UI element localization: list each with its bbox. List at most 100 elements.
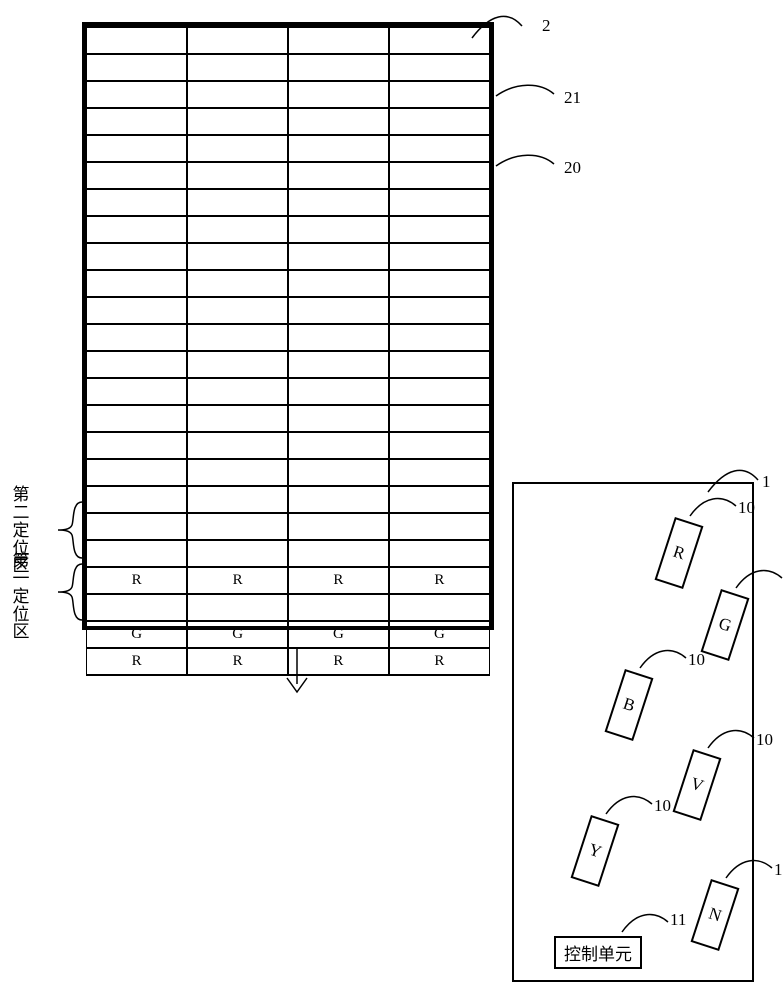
grid-cell [288, 540, 389, 567]
grid-cell [87, 81, 188, 108]
diagram-page: RRRRGGGGRRRR 第二 定位区 第一 定位区 2 21 20 RGBVY… [0, 0, 783, 1000]
ref-10: 10 [756, 730, 773, 750]
grid-cell [187, 243, 288, 270]
grid-cell [187, 162, 288, 189]
leader-21-icon [496, 82, 566, 112]
grid-cell [187, 432, 288, 459]
grid-cell [389, 351, 490, 378]
grid-cell [288, 459, 389, 486]
grid-cell [288, 54, 389, 81]
die-b: B [605, 669, 654, 741]
grid-cell [288, 378, 389, 405]
grid-cell: G [389, 621, 490, 648]
grid-cell: G [187, 621, 288, 648]
grid-cell [87, 54, 188, 81]
grid-cell [288, 270, 389, 297]
grid-panel: RRRRGGGGRRRR [82, 22, 494, 630]
leader-2-icon [460, 8, 540, 48]
grid-cell [389, 189, 490, 216]
grid-cell [288, 81, 389, 108]
grid-cell [87, 135, 188, 162]
grid-cell: R [87, 648, 188, 675]
grid-cell [288, 432, 389, 459]
grid-cell [288, 108, 389, 135]
grid-cell [187, 486, 288, 513]
grid-cell [389, 405, 490, 432]
grid-cell [187, 594, 288, 621]
grid-cell [389, 432, 490, 459]
grid-cell [288, 243, 389, 270]
grid-cell [187, 405, 288, 432]
grid-cell [389, 243, 490, 270]
grid-cell [389, 54, 490, 81]
grid-cell [87, 27, 188, 54]
brace-zone1-icon [54, 562, 82, 622]
grid-cell [87, 378, 188, 405]
grid-cell [389, 81, 490, 108]
grid-cell [389, 459, 490, 486]
leader-20-icon [496, 152, 566, 182]
grid-cell [389, 513, 490, 540]
grid-cell [389, 594, 490, 621]
grid-cell [187, 189, 288, 216]
grid-cell [87, 270, 188, 297]
grid-cell [187, 513, 288, 540]
arrow-down-icon [282, 648, 312, 696]
grid-cell [87, 351, 188, 378]
grid-cell: R [187, 567, 288, 594]
die-n: N [691, 879, 740, 951]
ref-20: 20 [564, 158, 581, 178]
grid-cell [288, 27, 389, 54]
grid-cell [187, 297, 288, 324]
grid-cell [187, 216, 288, 243]
grid-cell [87, 405, 188, 432]
grid-cell: R [187, 648, 288, 675]
grid-cell [87, 243, 188, 270]
grid-cell [87, 432, 188, 459]
grid-cell [288, 297, 389, 324]
grid-cell [288, 594, 389, 621]
grid-cell [187, 81, 288, 108]
grid-cell [187, 540, 288, 567]
die-r: R [655, 517, 704, 589]
grid-cell [389, 270, 490, 297]
brace-zone2-icon [54, 500, 82, 560]
grid-cell [187, 54, 288, 81]
ref-10: 10 [738, 498, 755, 518]
grid-cell [87, 486, 188, 513]
grid-cell [87, 189, 188, 216]
ref-10: 10 [654, 796, 671, 816]
grid-cell [389, 378, 490, 405]
grid-cell [187, 459, 288, 486]
grid-cell: G [288, 621, 389, 648]
grid-cell [187, 324, 288, 351]
grid-cell [87, 513, 188, 540]
grid-cell [389, 540, 490, 567]
grid-cell [187, 270, 288, 297]
grid-cell [187, 135, 288, 162]
grid-cell [389, 216, 490, 243]
grid-cell: R [288, 567, 389, 594]
grid-cell: G [87, 621, 188, 648]
label-zone1: 第一 定位区 [12, 552, 30, 641]
grid-cell [87, 540, 188, 567]
grid-cell [187, 378, 288, 405]
grid-cell [187, 108, 288, 135]
grid-cell [187, 27, 288, 54]
grid-table: RRRRGGGGRRRR [86, 26, 490, 676]
grid-cell [87, 324, 188, 351]
ref-10: 10 [774, 860, 783, 880]
grid-cell: R [87, 567, 188, 594]
grid-cell [87, 162, 188, 189]
grid-cell [288, 405, 389, 432]
grid-cell [389, 297, 490, 324]
grid-cell [389, 324, 490, 351]
grid-cell [288, 324, 389, 351]
ref-2: 2 [542, 16, 551, 36]
grid-cell [87, 459, 188, 486]
grid-cell [288, 513, 389, 540]
grid-cell [389, 162, 490, 189]
grid-cell [87, 297, 188, 324]
grid-cell [389, 108, 490, 135]
grid-cell [288, 486, 389, 513]
